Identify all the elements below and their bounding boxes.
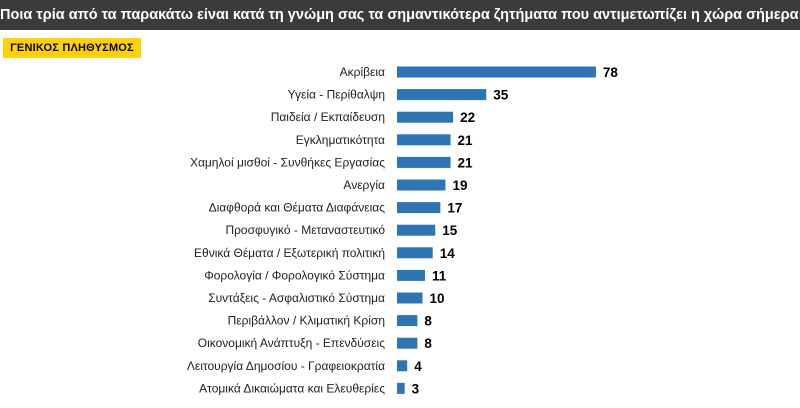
bar — [397, 89, 487, 101]
data-label: 19 — [452, 178, 467, 193]
bar — [397, 382, 405, 394]
bar — [397, 315, 418, 327]
category-label: Παιδεία / Εκπαίδευση — [271, 110, 385, 124]
population-badge: ΓΕΝΙΚΟΣ ΠΛΗΘΥΣΜΟΣ — [3, 38, 141, 58]
data-label: 11 — [432, 268, 447, 283]
header-divider — [0, 30, 800, 32]
data-label: 35 — [493, 88, 509, 103]
bar — [397, 202, 441, 214]
category-label: Υγεία - Περίθαλψη — [288, 88, 385, 102]
bar — [397, 66, 596, 78]
bar — [397, 134, 451, 146]
data-label: 78 — [603, 65, 619, 80]
category-label: Περιβάλλον / Κλιματική Κρίση — [228, 314, 385, 328]
data-label: 4 — [414, 359, 422, 374]
bar — [397, 156, 451, 168]
data-label: 17 — [447, 201, 462, 216]
category-label: Συντάξεις - Ασφαλιστικό Σύστημα — [208, 291, 385, 305]
bar — [397, 179, 446, 191]
bar — [397, 111, 454, 123]
category-label: Οικονομική Ανάπτυξη - Επενδύσεις — [198, 336, 385, 350]
bar — [397, 247, 433, 259]
chart-title: Ποια τρία από τα παρακάτω είναι κατά τη … — [0, 7, 800, 23]
category-label: Ατομικά Δικαιώματα και Ελευθερίες — [199, 381, 385, 395]
data-label: 21 — [458, 155, 474, 170]
data-label: 21 — [458, 133, 474, 148]
category-label: Εθνικά Θέματα / Εξωτερική πολιτική — [194, 246, 385, 260]
category-label: Διαφθορά και Θέματα Διαφάνειας — [209, 201, 386, 215]
data-label: 14 — [440, 246, 456, 261]
bar — [397, 224, 436, 236]
category-label: Χαμηλοί μισθοί - Συνθήκες Εργασίας — [190, 155, 385, 169]
data-label: 22 — [460, 110, 475, 125]
bar — [397, 337, 418, 349]
data-label: 3 — [412, 381, 420, 396]
bar — [397, 269, 426, 281]
category-label: Λειτουργία Δημοσίου - Γραφειοκρατία — [187, 359, 385, 373]
bar — [397, 292, 423, 304]
header-bar — [0, 0, 800, 30]
category-label: Φορολογία / Φορολογικό Σύστημα — [204, 268, 385, 282]
category-label: Εγκληματικότητα — [296, 133, 385, 147]
data-label: 15 — [442, 223, 458, 238]
data-label: 8 — [424, 314, 432, 329]
category-label: Ακρίβεια — [340, 65, 385, 79]
category-label: Προσφυγικό - Μεταναστευτικό — [225, 223, 385, 237]
data-label: 8 — [424, 336, 432, 351]
data-label: 10 — [430, 291, 445, 306]
bar — [397, 360, 408, 372]
category-label: Ανεργία — [343, 178, 385, 192]
